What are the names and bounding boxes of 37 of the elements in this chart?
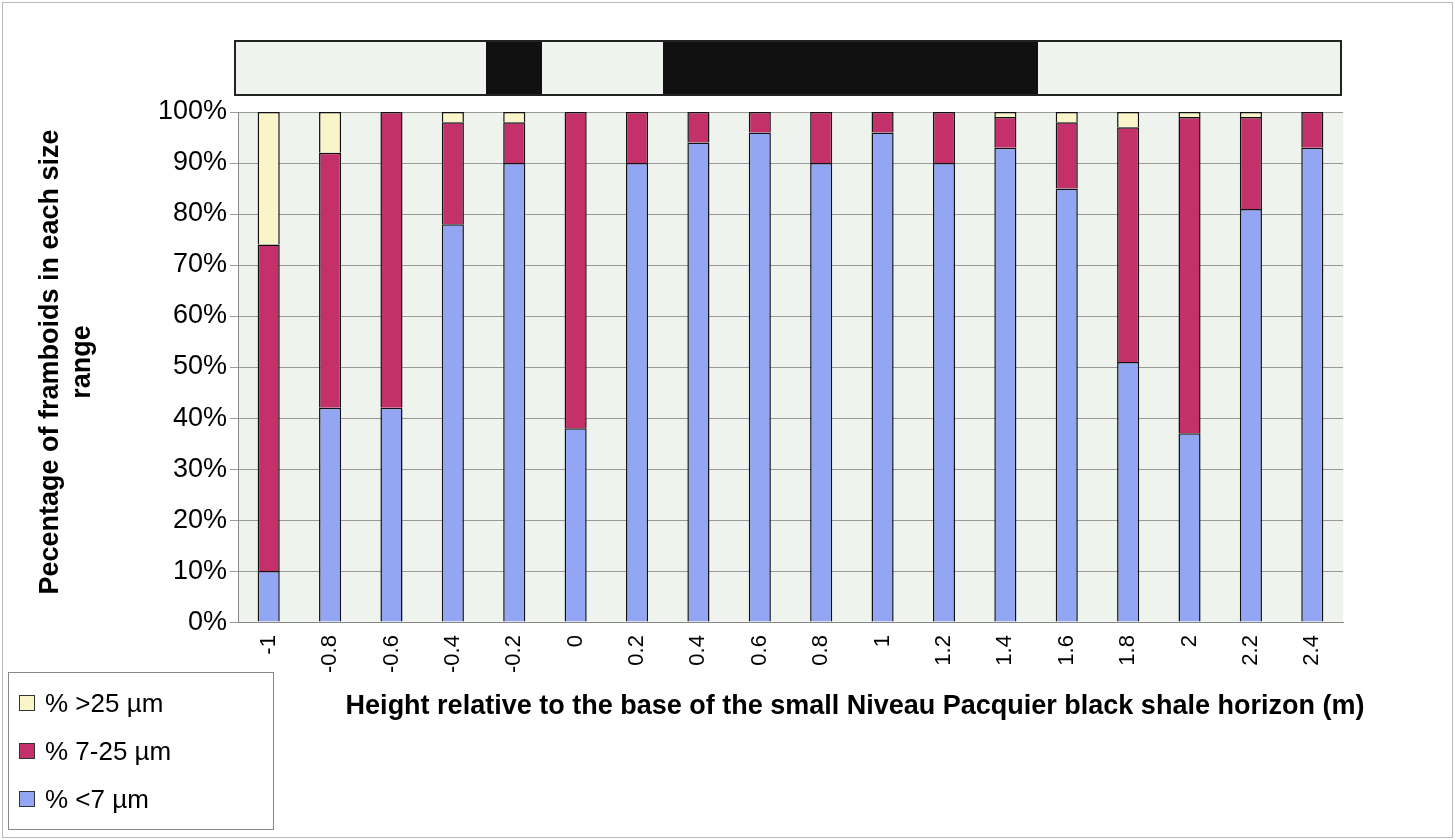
x-tick-label: -0.2 (500, 635, 526, 674)
legend-item: % >25 µm (19, 679, 273, 727)
y-tick-label: 100% (157, 95, 227, 126)
x-tick-label: 0.6 (745, 635, 771, 666)
x-axis-title: Height relative to the base of the small Niveau Pacquier black shale horizon (m) (345, 689, 1365, 722)
x-tick-label: 1.2 (930, 635, 956, 666)
x-tick-label: 1.4 (991, 635, 1017, 666)
x-tick-label: -0.8 (316, 635, 342, 674)
x-tick-label: 1.8 (1114, 635, 1140, 666)
legend-label: % 7-25 µm (45, 735, 172, 767)
y-tick-label: 70% (172, 248, 227, 279)
x-tick-label: -1 (254, 635, 280, 655)
x-tick-label: 0 (561, 635, 587, 648)
y-tick-label: 50% (172, 350, 227, 381)
x-tick-label: 2.2 (1236, 635, 1262, 666)
legend-item: % 7-25 µm (19, 727, 273, 775)
x-tick-label: 2 (1175, 635, 1201, 648)
legend-label: % >25 µm (45, 687, 164, 719)
x-tick-label: 2.4 (1298, 635, 1324, 666)
y-tick-label: 60% (172, 299, 227, 330)
y-tick-label: 40% (172, 401, 227, 432)
x-tick-label: -0.4 (438, 635, 464, 674)
x-tick-label: 0.4 (684, 635, 710, 666)
legend-label: % <7 µm (45, 783, 149, 815)
y-tick-label: 80% (172, 197, 227, 228)
x-tick-label: 1.6 (1052, 635, 1078, 666)
y-tick-label: 90% (172, 146, 227, 177)
x-tick-label: 0.8 (807, 635, 833, 666)
x-tick-label: -0.6 (377, 635, 403, 674)
x-tick-label: 0.2 (623, 635, 649, 666)
y-tick-label: 30% (172, 452, 227, 483)
x-tick-label: 1 (868, 635, 894, 648)
legend-item: % <7 µm (19, 775, 273, 823)
y-tick-label: 20% (172, 503, 227, 534)
y-axis-title: Pecentage of framboids in each size range (33, 128, 97, 597)
y-tick-label: 10% (172, 554, 227, 585)
y-tick-label: 0% (187, 605, 227, 636)
